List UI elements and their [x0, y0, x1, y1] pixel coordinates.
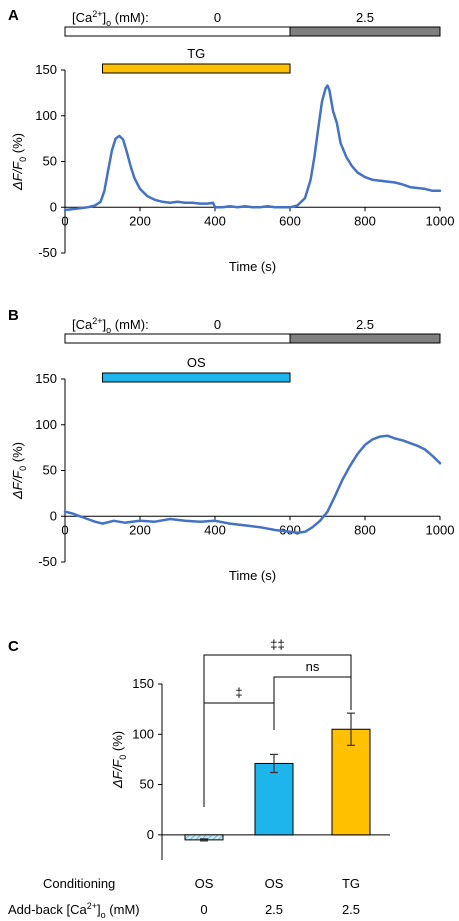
condition-label: 2.5	[356, 317, 374, 332]
y-tick-label: 150	[35, 371, 57, 386]
y-axis-label-part: ΔF/F	[10, 470, 25, 500]
y-tick-label: 0	[147, 827, 154, 842]
addback-label-part: 2+	[87, 901, 97, 911]
condition-segment	[289, 333, 441, 344]
y-tick-label: 0	[50, 508, 57, 523]
x-tick-label: 1000	[426, 522, 455, 537]
condition-label: 2.5	[356, 10, 374, 25]
treatment-bar	[102, 63, 291, 74]
y-tick-label: 100	[35, 108, 57, 123]
significance-label: ns	[306, 659, 320, 674]
condition-bar-title: [Ca2+]o (mM):	[72, 9, 149, 28]
condition-label: 0	[214, 317, 221, 332]
y-tick-label: 0	[50, 199, 57, 214]
addback-label-part: ]	[97, 902, 101, 917]
condition-bar-title-part: o	[106, 18, 111, 28]
x-axis-label: Time (s)	[229, 568, 276, 583]
condition-segment	[64, 26, 291, 37]
conditioning-value: OS	[265, 876, 284, 891]
y-tick-label: 150	[132, 676, 154, 691]
condition-bar-title-part: (mM):	[111, 10, 149, 25]
addback-value: 0	[200, 902, 207, 917]
x-tick-label: 200	[129, 522, 151, 537]
y-tick-label: -50	[38, 245, 57, 260]
bar	[254, 762, 294, 836]
y-axis-label-part: (%)	[10, 133, 25, 157]
x-tick-label: 0	[61, 522, 68, 537]
y-tick-label: -50	[38, 554, 57, 569]
y-axis-label-part: (%)	[110, 731, 125, 755]
condition-bar-title-part: 2+	[92, 9, 102, 19]
y-axis-label-part: 0	[118, 755, 128, 760]
significance-bracket	[203, 654, 352, 803]
y-axis-label: ΔF/F0 (%)	[10, 133, 28, 191]
addback-label-part: Add-back [Ca	[8, 902, 88, 917]
treatment-bar	[102, 372, 291, 383]
x-tick-label: 200	[129, 213, 151, 228]
treatment-label: TG	[187, 46, 205, 61]
series-line	[63, 434, 442, 534]
significance-label: ‡	[235, 685, 242, 700]
panel-letter: C	[8, 638, 19, 655]
condition-bar-title-part: 2+	[92, 316, 102, 326]
condition-bar-title: [Ca2+]o (mM):	[72, 316, 149, 335]
addback-value: 2.5	[342, 902, 360, 917]
significance-bracket	[273, 676, 352, 730]
x-tick-label: 600	[279, 213, 301, 228]
significance-label: ‡‡	[270, 637, 284, 652]
addback-label: Add-back [Ca2+]o (mM)	[8, 901, 140, 920]
y-axis-label-part: (%)	[10, 442, 25, 466]
panel-letter: B	[8, 307, 19, 324]
condition-bar-title-part: [Ca	[72, 317, 93, 332]
y-tick-label: 50	[43, 154, 57, 169]
condition-label: 0	[214, 10, 221, 25]
conditioning-value: TG	[342, 876, 360, 891]
addback-label-part: o	[101, 910, 106, 920]
y-axis-label-part: 0	[18, 157, 28, 162]
panel-A: A 0 2.5 [Ca2+]o (mM): TG -50 0 50 100 150 0 200 400 6…	[8, 7, 454, 274]
condition-bar-title-part: ]	[103, 317, 107, 332]
x-tick-label: 800	[354, 213, 376, 228]
conditioning-label: Conditioning	[43, 876, 115, 891]
treatment-label: OS	[187, 355, 206, 370]
y-tick-label: 100	[35, 417, 57, 432]
y-tick-label: 150	[35, 62, 57, 77]
condition-bar-title-part: o	[106, 325, 111, 335]
condition-bar-title-part: [Ca	[72, 10, 93, 25]
y-tick-label: 50	[43, 463, 57, 478]
x-tick-label: 1000	[426, 213, 455, 228]
addback-label-part: (mM)	[106, 902, 140, 917]
condition-segment	[289, 26, 441, 37]
panel-letter: A	[8, 7, 19, 24]
y-axis-label-part: 0	[18, 466, 28, 471]
series-line	[63, 84, 442, 212]
y-tick-label: 50	[140, 777, 154, 792]
y-axis-label-part: ΔF/F	[110, 759, 125, 789]
y-tick-label: 100	[132, 726, 154, 741]
bar	[331, 728, 371, 836]
y-axis-label: ΔF/F0 (%)	[10, 442, 28, 500]
x-tick-label: 400	[204, 213, 226, 228]
condition-bar-title-part: ]	[103, 10, 107, 25]
addback-value: 2.5	[265, 902, 283, 917]
x-axis-label: Time (s)	[229, 259, 276, 274]
conditioning-value: OS	[195, 876, 214, 891]
condition-bar-title-part: (mM):	[111, 317, 149, 332]
y-axis-label: ΔF/F0 (%)	[110, 731, 128, 789]
x-tick-label: 400	[204, 522, 226, 537]
x-tick-label: 0	[61, 213, 68, 228]
x-tick-label: 800	[354, 522, 376, 537]
condition-segment	[64, 333, 291, 344]
y-axis-label-part: ΔF/F	[10, 161, 25, 191]
